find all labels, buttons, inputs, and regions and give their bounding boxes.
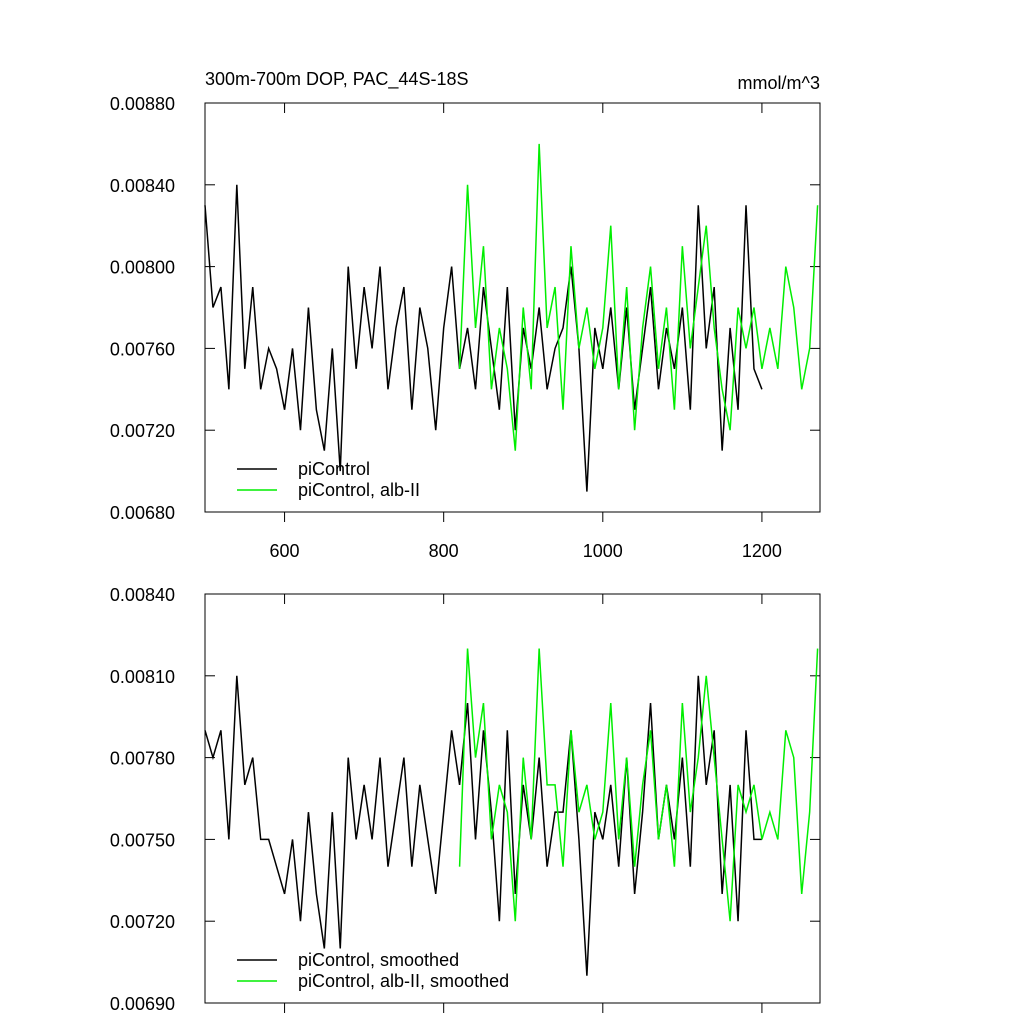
x-tick-label: 1200 (742, 541, 782, 561)
legend-label: piControl, smoothed (298, 950, 459, 970)
plot-frame (204, 102, 821, 513)
legend-label: piControl, alb-II (298, 480, 420, 500)
y-tick-label: 0.00680 (110, 503, 175, 523)
units-label: mmol/m^3 (738, 73, 820, 93)
chart-title: 300m-700m DOP, PAC_44S-18S (205, 69, 468, 90)
y-tick-label: 0.00750 (110, 830, 175, 850)
y-tick-label: 0.00720 (110, 912, 175, 932)
x-tick-label: 800 (429, 541, 459, 561)
series-line (204, 675, 762, 976)
x-tick-label: 600 (270, 541, 300, 561)
y-tick-label: 0.00840 (110, 176, 175, 196)
series-line (458, 648, 819, 922)
y-tick-label: 0.00780 (110, 749, 175, 769)
y-tick-label: 0.00840 (110, 585, 175, 605)
y-tick-label: 0.00880 (110, 94, 175, 114)
legend-label: piControl (298, 459, 370, 479)
series-line (458, 143, 819, 451)
y-tick-label: 0.00760 (110, 339, 175, 359)
y-tick-label: 0.00690 (110, 994, 175, 1014)
plot-frame (204, 593, 821, 1004)
y-tick-label: 0.00810 (110, 667, 175, 687)
y-tick-label: 0.00720 (110, 421, 175, 441)
y-tick-label: 0.00800 (110, 258, 175, 278)
x-tick-label: 1000 (583, 541, 623, 561)
legend-label: piControl, alb-II, smoothed (298, 971, 509, 991)
